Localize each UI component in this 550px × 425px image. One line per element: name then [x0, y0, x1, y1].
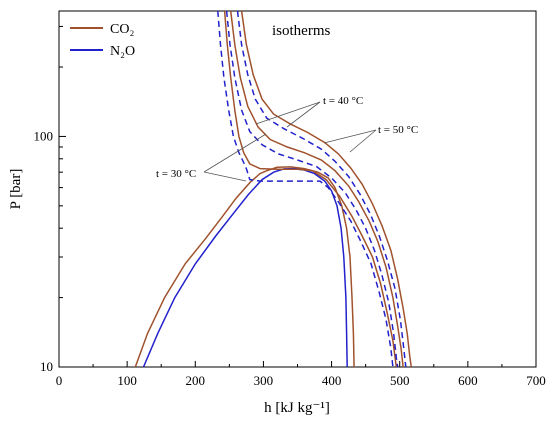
annotation-label-0: t = 30 °C	[156, 168, 196, 180]
x-tick-label: 0	[56, 373, 63, 388]
legend-label-co2: CO₂	[110, 22, 134, 37]
annotation-label-1: t = 40 °C	[323, 95, 363, 107]
x-tick-label: 500	[390, 373, 410, 388]
legend-label-n2o: N₂O	[110, 44, 135, 59]
x-tick-label: 700	[526, 373, 546, 388]
x-axis-title: h [kJ kg⁻¹]	[264, 400, 330, 416]
y-axis-title: P [bar]	[8, 169, 24, 210]
y-tick-label: 10	[40, 359, 53, 374]
x-tick-label: 400	[322, 373, 342, 388]
y-tick-label: 100	[34, 128, 54, 143]
x-tick-label: 600	[458, 373, 478, 388]
annotation-label-2: t = 50 °C	[378, 124, 418, 136]
x-tick-label: 200	[186, 373, 206, 388]
plot-frame	[59, 11, 536, 367]
x-tick-label: 300	[254, 373, 274, 388]
chart-title: isotherms	[272, 23, 330, 39]
x-tick-label: 100	[117, 373, 137, 388]
